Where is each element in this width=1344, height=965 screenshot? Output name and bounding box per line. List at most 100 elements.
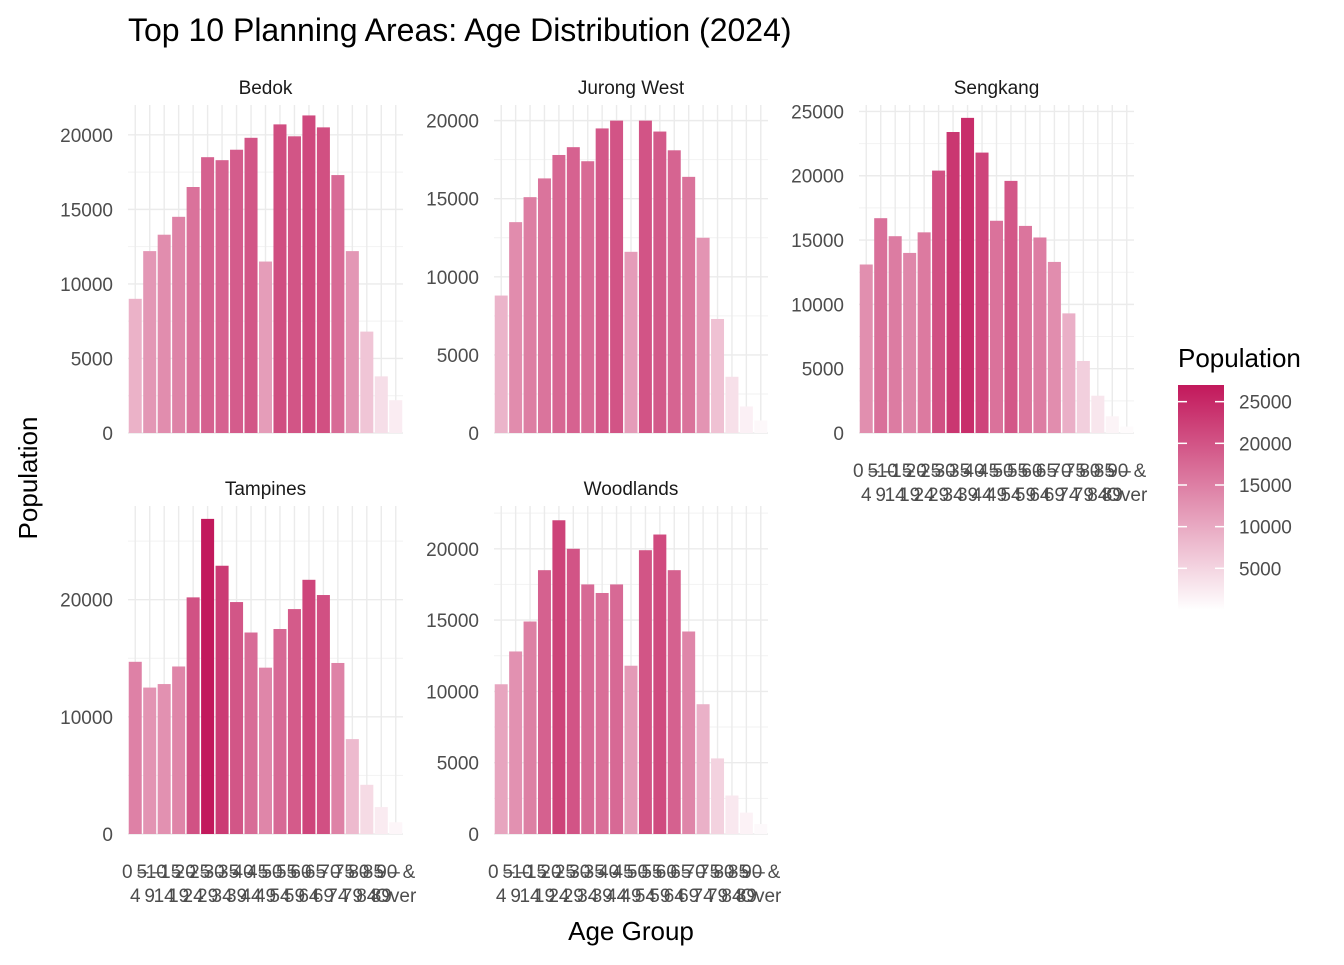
bar-tampines-17 bbox=[374, 807, 388, 834]
bar-woodlands-16 bbox=[725, 795, 739, 834]
bar-woodlands-8 bbox=[610, 584, 624, 834]
x-tick-label: 40 –44 bbox=[598, 862, 635, 907]
x-tick-label: 20 –24 bbox=[540, 862, 577, 907]
bar-bedok-12 bbox=[302, 115, 316, 433]
bar-sengkang-14 bbox=[1062, 313, 1076, 433]
bar-tampines-1 bbox=[143, 687, 157, 834]
bar-tampines-11 bbox=[287, 609, 301, 834]
bar-tampines-6 bbox=[215, 565, 229, 834]
bar-jurong-west-14 bbox=[696, 237, 710, 433]
x-tick-label: 45 –49 bbox=[978, 461, 1015, 506]
bar-jurong-west-17 bbox=[739, 406, 753, 433]
bar-woodlands-7 bbox=[595, 592, 609, 834]
bar-bedok-10 bbox=[273, 124, 287, 433]
bar-woodlands-4 bbox=[552, 520, 566, 834]
bar-jurong-west-4 bbox=[552, 154, 566, 433]
x-tick-label: 65 –69 bbox=[670, 862, 707, 907]
y-tick-label: 5000 bbox=[437, 754, 479, 775]
legend-tick-label: 10000 bbox=[1239, 518, 1292, 539]
y-tick-label: 5000 bbox=[437, 346, 479, 367]
bar-woodlands-9 bbox=[624, 665, 638, 834]
bar-jurong-west-6 bbox=[581, 161, 595, 433]
x-tick-label: 55 –59 bbox=[1007, 461, 1044, 506]
x-tick-label: 80 –84 bbox=[1079, 461, 1116, 506]
x-tick-label: 0 –4 bbox=[122, 862, 149, 907]
x-tick-label: 85 –89 bbox=[1094, 461, 1131, 506]
bar-bedok-16 bbox=[360, 331, 374, 433]
x-tick-label: 40 –44 bbox=[964, 461, 1001, 506]
bar-woodlands-10 bbox=[638, 550, 652, 834]
bar-jurong-west-7 bbox=[595, 128, 609, 433]
bar-tampines-14 bbox=[331, 662, 345, 834]
bar-woodlands-17 bbox=[739, 812, 753, 834]
legend-tick-label: 25000 bbox=[1239, 393, 1292, 414]
x-tick-label: 90 & Over bbox=[740, 862, 782, 907]
x-tick-label: 85 –89 bbox=[728, 862, 765, 907]
y-tick-label: 10000 bbox=[426, 682, 479, 703]
y-tick-label: 5000 bbox=[71, 349, 113, 370]
x-tick-label: 15 –19 bbox=[526, 862, 563, 907]
y-tick-label: 0 bbox=[468, 825, 479, 846]
bar-woodlands-2 bbox=[523, 621, 537, 834]
bar-sengkang-8 bbox=[975, 152, 989, 433]
bar-bedok-15 bbox=[345, 251, 359, 433]
x-tick-label: 25 –29 bbox=[555, 862, 592, 907]
panel-strip-label: Tampines bbox=[225, 479, 306, 500]
legend-tick-label: 20000 bbox=[1239, 434, 1292, 455]
bar-sengkang-5 bbox=[932, 170, 946, 433]
bar-sengkang-16 bbox=[1091, 395, 1105, 433]
bar-bedok-5 bbox=[201, 157, 215, 433]
y-tick-label: 5000 bbox=[802, 360, 844, 381]
bar-woodlands-18 bbox=[754, 824, 768, 834]
y-tick-label: 15000 bbox=[426, 190, 479, 211]
bar-jurong-west-12 bbox=[667, 150, 681, 434]
x-tick-label: 30 –34 bbox=[204, 862, 241, 907]
bar-woodlands-14 bbox=[696, 704, 710, 834]
bar-sengkang-1 bbox=[874, 218, 888, 433]
bar-bedok-2 bbox=[157, 234, 171, 433]
bar-woodlands-6 bbox=[581, 584, 595, 834]
facet-panels: Bedok 0 5000 10000 15000 20000 Jurong West 0 500… bbox=[60, 78, 1148, 907]
panel-strip-label: Bedok bbox=[239, 78, 293, 99]
bar-bedok-3 bbox=[172, 216, 186, 433]
bar-sengkang-11 bbox=[1018, 225, 1032, 433]
y-tick-label: 0 bbox=[102, 825, 113, 846]
x-axis-title: Age Group bbox=[568, 916, 694, 946]
bar-bedok-1 bbox=[143, 251, 157, 433]
bar-bedok-11 bbox=[287, 136, 301, 434]
bar-woodlands-13 bbox=[682, 631, 696, 834]
bar-sengkang-0 bbox=[859, 264, 873, 433]
x-tick-label: 75 –79 bbox=[699, 862, 736, 907]
y-tick-label: 0 bbox=[833, 424, 844, 445]
bar-bedok-7 bbox=[230, 149, 244, 433]
bar-tampines-4 bbox=[186, 597, 200, 834]
bar-tampines-9 bbox=[258, 667, 273, 834]
y-tick-label: 15000 bbox=[60, 200, 113, 221]
bar-jurong-west-8 bbox=[610, 120, 624, 433]
bar-sengkang-4 bbox=[917, 232, 931, 433]
bar-sengkang-6 bbox=[946, 132, 960, 433]
bar-woodlands-5 bbox=[566, 548, 580, 834]
panel-jurong-west: Jurong West 0 5000 10000 15000 20000 bbox=[426, 78, 768, 445]
bar-tampines-16 bbox=[360, 784, 374, 834]
bar-bedok-6 bbox=[215, 160, 229, 433]
x-tick-label: 90 & Over bbox=[375, 862, 417, 907]
bar-bedok-18 bbox=[389, 400, 403, 433]
x-tick-label: 10 –14 bbox=[512, 862, 549, 907]
bar-bedok-9 bbox=[258, 261, 273, 433]
bar-jurong-west-3 bbox=[537, 178, 551, 433]
x-tick-label: 10 –14 bbox=[877, 461, 914, 506]
y-tick-label: 20000 bbox=[60, 591, 113, 612]
bar-sengkang-18 bbox=[1120, 426, 1134, 433]
bar-bedok-17 bbox=[374, 376, 388, 433]
bar-tampines-7 bbox=[230, 602, 244, 834]
x-tick-label: 65 –69 bbox=[1036, 461, 1073, 506]
color-legend: Population 5000 10000 15000 20000 25000 bbox=[1178, 343, 1301, 610]
bar-sengkang-9 bbox=[989, 220, 1004, 433]
bar-jurong-west-2 bbox=[523, 197, 537, 433]
y-tick-label: 10000 bbox=[426, 268, 479, 289]
x-tick-label: 50 –54 bbox=[627, 862, 664, 907]
x-tick-label: 25 –29 bbox=[920, 461, 957, 506]
y-tick-label: 10000 bbox=[60, 275, 113, 296]
